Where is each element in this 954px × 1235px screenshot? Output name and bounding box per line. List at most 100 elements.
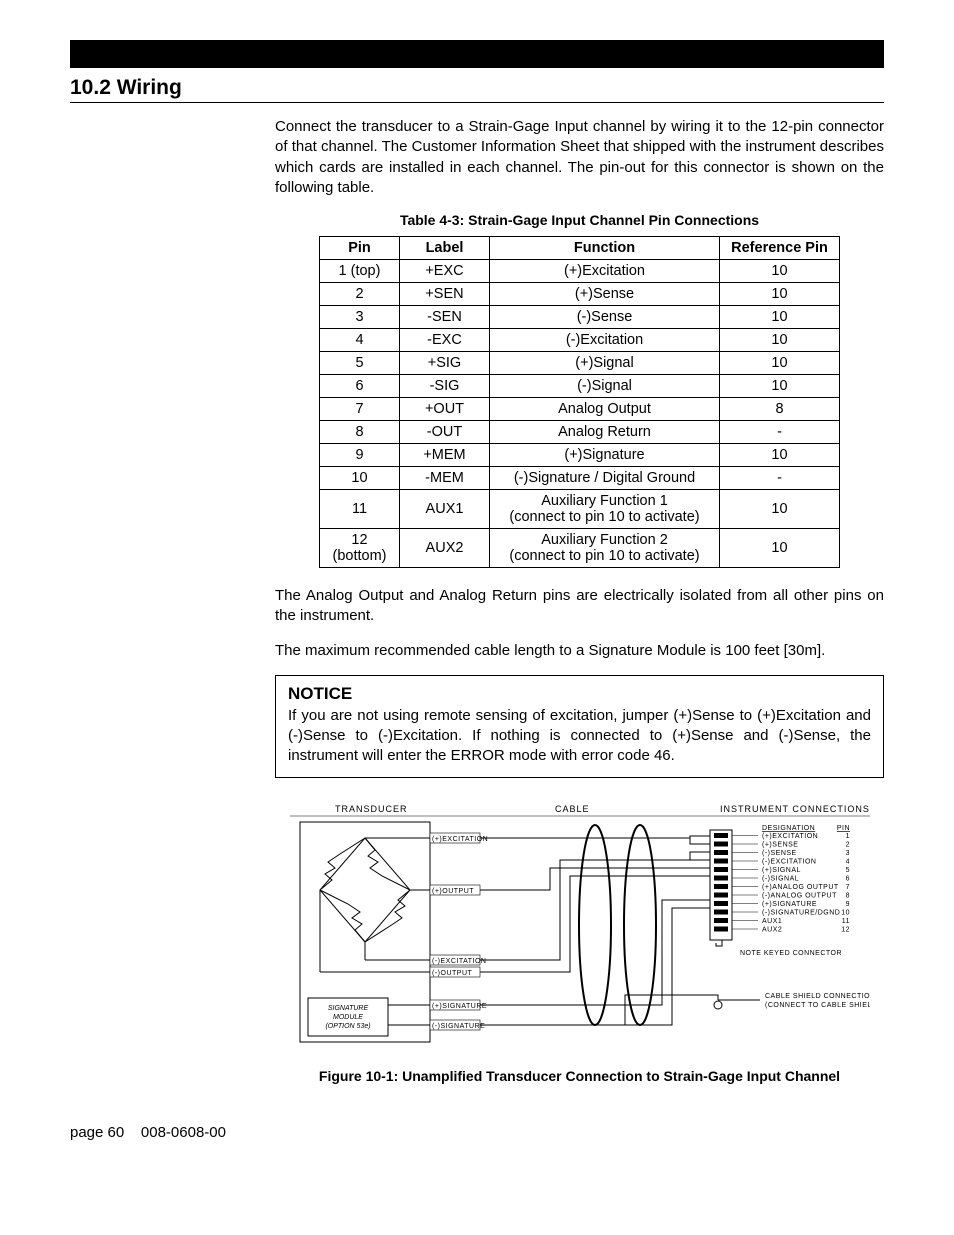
footer-docnum: 008-0608-00 (141, 1124, 226, 1141)
table-cell: 10 (720, 306, 840, 329)
table-cell: 10 (720, 329, 840, 352)
table-cell: +SEN (400, 283, 490, 306)
table-cell: 8 (320, 421, 400, 444)
table-row: 8-OUTAnalog Return- (320, 421, 840, 444)
table-row: 1 (top)+EXC(+)Excitation10 (320, 260, 840, 283)
table-row: 11AUX1Auxiliary Function 1(connect to pi… (320, 490, 840, 529)
table-cell: 10 (320, 467, 400, 490)
table-row: 6-SIG(-)Signal10 (320, 375, 840, 398)
table-cell: 10 (720, 283, 840, 306)
table-cell: Analog Return (490, 421, 720, 444)
table-cell: 3 (320, 306, 400, 329)
table-cell: (-)Excitation (490, 329, 720, 352)
table-cell: Auxiliary Function 2(connect to pin 10 t… (490, 529, 720, 568)
svg-text:9: 9 (845, 901, 849, 908)
table-cell: +OUT (400, 398, 490, 421)
table-cell: 10 (720, 490, 840, 529)
table-cell: +SIG (400, 352, 490, 375)
table-cell: 9 (320, 444, 400, 467)
page-footer: page 60 008-0608-00 (70, 1124, 884, 1141)
svg-text:6: 6 (845, 875, 849, 882)
table-cell: - (720, 421, 840, 444)
table-cell: 10 (720, 260, 840, 283)
svg-text:11: 11 (841, 918, 849, 925)
svg-text:(-)OUTPUT: (-)OUTPUT (432, 970, 472, 977)
svg-text:(+)OUTPUT: (+)OUTPUT (432, 888, 474, 895)
table-row: 5+SIG(+)Signal10 (320, 352, 840, 375)
intro-paragraph: Connect the transducer to a Strain-Gage … (275, 117, 884, 198)
svg-text:AUX2: AUX2 (762, 926, 782, 933)
table-row: 9+MEM(+)Signature10 (320, 444, 840, 467)
table-cell: 7 (320, 398, 400, 421)
svg-text:(+)EXCITATION: (+)EXCITATION (432, 836, 488, 843)
svg-text:(-)SENSE: (-)SENSE (762, 850, 797, 857)
svg-text:AUX1: AUX1 (762, 918, 782, 925)
svg-text:(+)SENSE: (+)SENSE (762, 841, 798, 848)
th-pin: Pin (320, 237, 400, 260)
svg-text:(OPTION 53e): (OPTION 53e) (325, 1023, 370, 1030)
svg-text:(-)ANALOG OUTPUT: (-)ANALOG OUTPUT (762, 892, 837, 899)
svg-text:2: 2 (845, 841, 849, 848)
th-label: Label (400, 237, 490, 260)
table-cell: -SIG (400, 375, 490, 398)
table-cell: 10 (720, 375, 840, 398)
table-row: 2+SEN(+)Sense10 (320, 283, 840, 306)
isolation-paragraph: The Analog Output and Analog Return pins… (275, 586, 884, 627)
svg-text:MODULE: MODULE (333, 1014, 363, 1021)
table-cell: (+)Sense (490, 283, 720, 306)
wiring-diagram: TRANSDUCER CABLE INSTRUMENT CONNECTIONS (290, 800, 870, 1060)
footer-page: page 60 (70, 1124, 124, 1141)
diagram-label-transducer: TRANSDUCER (335, 804, 408, 814)
table-cell: 10 (720, 529, 840, 568)
svg-text:12: 12 (841, 926, 850, 933)
pin-table: Pin Label Function Reference Pin 1 (top)… (319, 236, 840, 568)
figure-caption: Figure 10-1: Unamplified Transducer Conn… (275, 1068, 884, 1084)
svg-text:(+)SIGNATURE: (+)SIGNATURE (762, 901, 817, 908)
table-row: 12(bottom)AUX2Auxiliary Function 2(conne… (320, 529, 840, 568)
table-cell: AUX1 (400, 490, 490, 529)
table-cell: (-)Signal (490, 375, 720, 398)
svg-text:DESIGNATION: DESIGNATION (762, 825, 815, 832)
table-cell: -OUT (400, 421, 490, 444)
table-row: 7+OUTAnalog Output8 (320, 398, 840, 421)
th-function: Function (490, 237, 720, 260)
table-cell: (+)Signal (490, 352, 720, 375)
diagram-label-instrument: INSTRUMENT CONNECTIONS (720, 804, 870, 814)
svg-text:(+)ANALOG OUTPUT: (+)ANALOG OUTPUT (762, 884, 839, 891)
table-cell: 8 (720, 398, 840, 421)
cable-length-paragraph: The maximum recommended cable length to … (275, 641, 884, 661)
svg-text:(-)EXCITATION: (-)EXCITATION (432, 958, 486, 965)
table-cell: +EXC (400, 260, 490, 283)
table-cell: Analog Output (490, 398, 720, 421)
svg-text:(-)SIGNAL: (-)SIGNAL (762, 875, 799, 882)
table-cell: 10 (720, 352, 840, 375)
table-cell: AUX2 (400, 529, 490, 568)
svg-text:(-)EXCITATION: (-)EXCITATION (762, 858, 816, 865)
table-cell: Auxiliary Function 1(connect to pin 10 t… (490, 490, 720, 529)
table-row: 4-EXC(-)Excitation10 (320, 329, 840, 352)
table-cell: 10 (720, 444, 840, 467)
table-cell: (-)Sense (490, 306, 720, 329)
table-cell: - (720, 467, 840, 490)
svg-text:7: 7 (845, 884, 849, 891)
svg-text:CABLE SHIELD CONNECTION SCREW: CABLE SHIELD CONNECTION SCREW (765, 993, 870, 1000)
table-cell: 11 (320, 490, 400, 529)
table-cell: 2 (320, 283, 400, 306)
svg-text:(+)SIGNATURE: (+)SIGNATURE (432, 1003, 487, 1010)
table-cell: 12(bottom) (320, 529, 400, 568)
svg-text:(+)EXCITATION: (+)EXCITATION (762, 833, 818, 840)
svg-text:(-)SIGNATURE/DGND: (-)SIGNATURE/DGND (762, 909, 840, 916)
section-heading: 10.2 Wiring (70, 76, 884, 100)
table-header-row: Pin Label Function Reference Pin (320, 237, 840, 260)
svg-text:PIN: PIN (836, 825, 849, 832)
table-cell: (+)Excitation (490, 260, 720, 283)
svg-text:8: 8 (845, 892, 849, 899)
table-cell: (+)Signature (490, 444, 720, 467)
table-cell: -EXC (400, 329, 490, 352)
table-cell: 4 (320, 329, 400, 352)
notice-box: NOTICE If you are not using remote sensi… (275, 675, 884, 778)
notice-heading: NOTICE (288, 684, 871, 704)
svg-text:3: 3 (845, 850, 849, 857)
table-cell: -SEN (400, 306, 490, 329)
svg-text:NOTE KEYED CONNECTOR: NOTE KEYED CONNECTOR (740, 950, 842, 957)
